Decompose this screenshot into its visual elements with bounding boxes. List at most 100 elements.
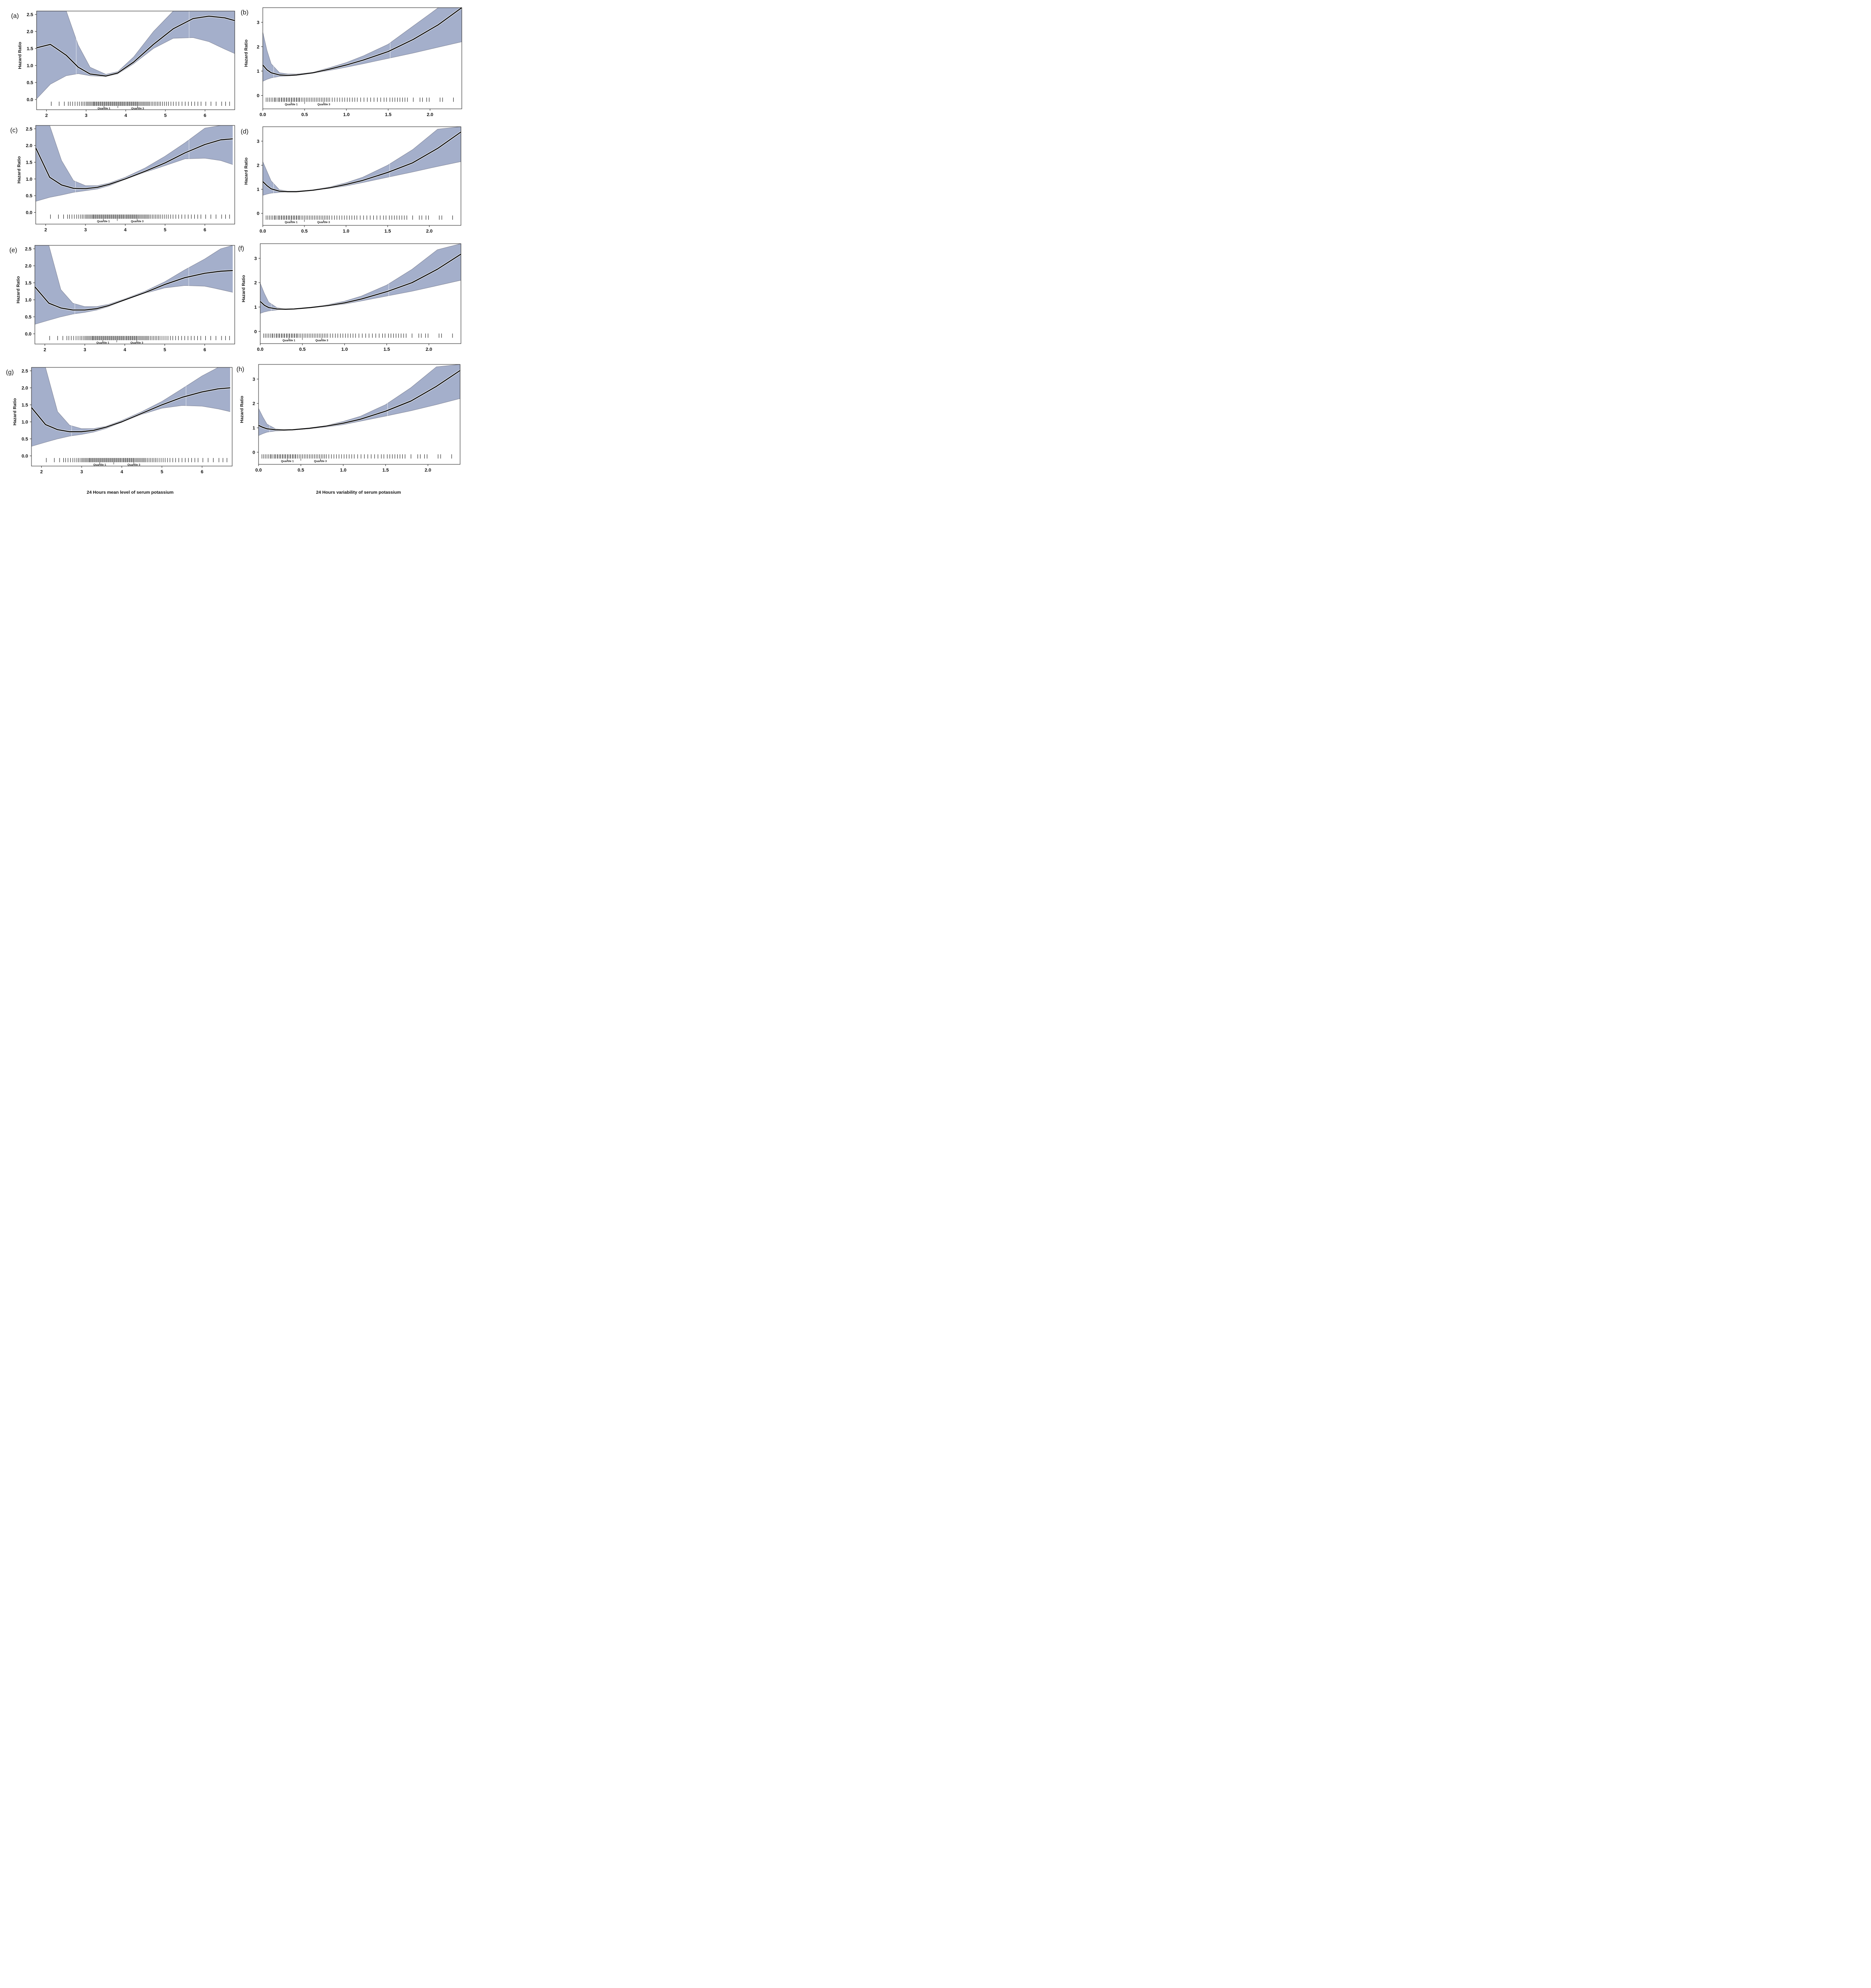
ci-upper-line bbox=[37, 11, 235, 75]
y-tick-label: 2.0 bbox=[27, 29, 33, 34]
y-tick-label: 0.5 bbox=[25, 315, 31, 320]
x-tick-label: 2 bbox=[44, 228, 47, 233]
y-tick-label: 2.5 bbox=[26, 127, 32, 132]
y-tick-label: 0.0 bbox=[27, 97, 33, 102]
y-tick-label: 3 bbox=[257, 139, 259, 144]
x-tick-label: 2.0 bbox=[426, 229, 432, 234]
y-tick-label: 1 bbox=[257, 69, 259, 74]
x-tick-label: 0.0 bbox=[257, 347, 263, 352]
plot-frame bbox=[31, 367, 233, 466]
y-tick-label: 1 bbox=[254, 305, 257, 310]
y-tick-label: 1.0 bbox=[25, 298, 31, 303]
y-axis-title: Hazard Ratio bbox=[17, 156, 22, 183]
y-tick-label: 3 bbox=[253, 377, 255, 382]
y-tick-label: 1.5 bbox=[26, 160, 32, 165]
confidence-band bbox=[36, 125, 233, 202]
y-tick-label: 2 bbox=[257, 45, 259, 50]
x-tick-label: 6 bbox=[204, 113, 206, 118]
y-tick-label: 0 bbox=[257, 211, 259, 216]
y-tick-label: 1 bbox=[253, 426, 255, 431]
x-tick-label: 5 bbox=[161, 469, 163, 475]
x-tick-label: 0.0 bbox=[255, 468, 262, 473]
hazard-ratio-curve bbox=[260, 253, 461, 310]
panel-c: Quartile 1 Quartile 3 0.0 0.5 1.0 1.5 2.0 2.5 2 3… bbox=[10, 125, 235, 233]
plot-frame bbox=[258, 364, 461, 465]
confidence-band bbox=[259, 364, 460, 436]
confidence-band bbox=[260, 244, 461, 313]
panel-g: Quartile 1 Quartile 3 0.0 0.5 1.0 1.5 2.0 2.5 2 3… bbox=[6, 367, 233, 475]
x-tick-label: 2.0 bbox=[425, 468, 431, 473]
y-tick-label: 2 bbox=[254, 281, 257, 286]
plot-frame bbox=[36, 11, 235, 110]
plot-area bbox=[263, 8, 462, 109]
y-tick-label: 1.0 bbox=[27, 63, 33, 68]
panel-h: Quartile 1 Quartile 3 0 1 2 3 0.0 0.5 1.0 1.5 2.0 H… bbox=[236, 364, 461, 473]
panel-label: (g) bbox=[6, 369, 14, 376]
ci-lower-line bbox=[31, 405, 230, 447]
panel-label: (f) bbox=[238, 245, 244, 252]
quartile-label: Quartile 1 bbox=[93, 464, 106, 466]
y-axis-title: Hazard Ratio bbox=[244, 157, 249, 185]
x-tick-label: 3 bbox=[83, 347, 86, 353]
y-tick-label: 2 bbox=[253, 401, 255, 407]
panel-label: (c) bbox=[10, 127, 18, 134]
panel-label: (d) bbox=[241, 128, 248, 135]
x-tick-label: 2 bbox=[45, 113, 48, 118]
y-axis-title: Hazard Ratio bbox=[239, 396, 245, 423]
x-tick-label: 5 bbox=[164, 113, 167, 118]
quartile-label: Quartile 3 bbox=[318, 103, 330, 106]
x-tick-label: 1.5 bbox=[384, 229, 391, 234]
x-tick-label: 3 bbox=[84, 228, 87, 233]
x-tick-label: 0.0 bbox=[259, 112, 266, 117]
plot-frame bbox=[262, 126, 461, 226]
y-tick-label: 0.5 bbox=[26, 193, 32, 199]
confidence-band bbox=[263, 8, 462, 82]
quartile-label: Quartile 1 bbox=[97, 220, 110, 223]
panel-b: Quartile 1 Quartile 3 0 1 2 3 0.0 0.5 1.0 1.5 2.0 H… bbox=[241, 7, 462, 117]
x-tick-label: 4 bbox=[120, 469, 123, 475]
y-tick-label: 0 bbox=[254, 329, 257, 334]
figure-panel-grid: 24 Hours mean level of serum potassium 2… bbox=[6, 7, 462, 495]
x-tick-label: 0.5 bbox=[299, 347, 306, 352]
confidence-band bbox=[37, 11, 235, 99]
x-tick-label: 1.0 bbox=[343, 229, 349, 234]
plot-area bbox=[36, 125, 233, 224]
panel-a: Quartile 1 Quartile 3 0.0 0.5 1.0 1.5 2.0 2.5 2 3… bbox=[11, 11, 235, 118]
x-tick-label: 3 bbox=[85, 113, 87, 118]
hazard-ratio-curve bbox=[37, 15, 235, 77]
x-tick-label: 5 bbox=[164, 228, 166, 233]
x-tick-label: 1.5 bbox=[385, 112, 391, 117]
x-tick-label: 1.0 bbox=[340, 468, 347, 473]
y-axis-title: Hazard Ratio bbox=[16, 276, 21, 303]
x-tick-label: 4 bbox=[125, 113, 128, 118]
y-tick-label: 0.0 bbox=[25, 332, 31, 337]
panel-f: Quartile 1 Quartile 3 0 1 2 3 0.0 0.5 1.0 1.5 2.0 H… bbox=[238, 243, 461, 352]
y-tick-label: 2.0 bbox=[26, 143, 32, 148]
panel-label: (b) bbox=[241, 9, 248, 16]
hazard-ratio-curve bbox=[36, 138, 233, 189]
hazard-ratio-curve bbox=[263, 8, 462, 76]
confidence-band bbox=[35, 245, 233, 324]
ci-lower-line bbox=[37, 37, 235, 99]
x-tick-label: 2 bbox=[43, 347, 46, 353]
panel-label: (a) bbox=[11, 12, 19, 20]
plot-frame bbox=[260, 243, 461, 344]
y-tick-label: 0 bbox=[257, 93, 259, 98]
panel-d: Quartile 1 Quartile 3 0 1 2 3 0.0 0.5 1.0 1.5 2.0 H… bbox=[241, 126, 461, 234]
quartile-label: Quartile 3 bbox=[316, 339, 328, 342]
confidence-band bbox=[31, 367, 230, 447]
y-tick-label: 2.0 bbox=[25, 264, 31, 269]
y-tick-label: 2.5 bbox=[25, 247, 31, 252]
quartile-label: Quartile 1 bbox=[281, 460, 294, 463]
quartile-label: Quartile 1 bbox=[285, 103, 298, 106]
x-axis-title-variability: 24 Hours variability of serum potassium bbox=[316, 490, 401, 495]
panel-label: (e) bbox=[9, 247, 17, 254]
plot-area bbox=[37, 11, 235, 110]
plot-area bbox=[260, 244, 461, 344]
x-tick-label: 3 bbox=[80, 469, 83, 475]
hazard-ratio-curve bbox=[31, 387, 230, 432]
plot-frame bbox=[35, 125, 235, 225]
hazard-ratio-curve bbox=[259, 370, 460, 431]
y-tick-label: 0.0 bbox=[26, 210, 32, 215]
y-axis-title: Hazard Ratio bbox=[12, 398, 17, 425]
